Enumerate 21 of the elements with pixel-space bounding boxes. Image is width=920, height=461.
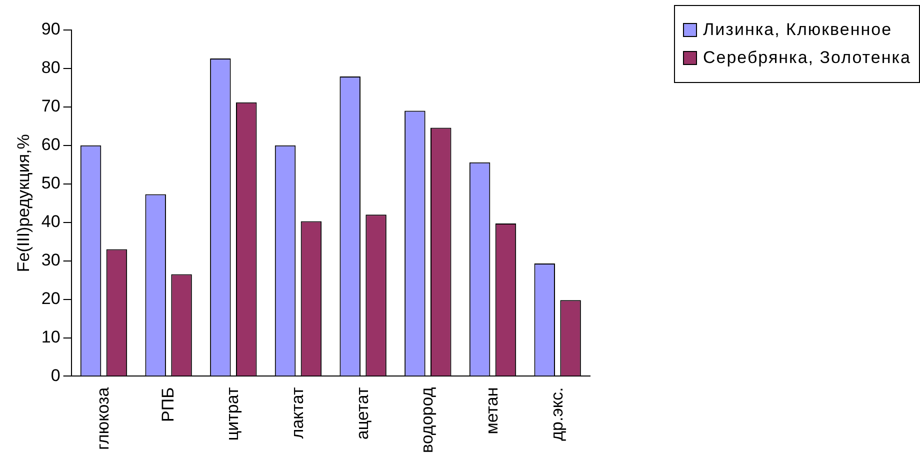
x-tick-label: лактат <box>288 387 307 439</box>
y-tick-label: 50 <box>41 174 60 193</box>
y-tick-label: 80 <box>41 58 60 78</box>
y-axis-title: Fe(III)редукция,% <box>14 134 33 272</box>
y-tick-label: 0 <box>50 366 60 385</box>
y-tick-label: 40 <box>41 212 60 232</box>
x-tick-label: глюкоза <box>93 386 112 450</box>
y-tick-label: 70 <box>41 96 60 116</box>
y-tick-label: 90 <box>41 20 60 39</box>
x-tick-label: метан <box>482 387 502 434</box>
x-tick-label: ацетат <box>352 387 372 440</box>
x-tick-label: водород <box>418 387 437 454</box>
y-tick-label: 20 <box>41 288 60 308</box>
y-tick-label: 60 <box>41 135 60 154</box>
y-tick-label: 10 <box>41 327 60 346</box>
y-tick-label: 30 <box>41 250 60 270</box>
x-tick-label: РПБ <box>158 387 178 422</box>
legend-label: Лизинка, Клюквенное <box>703 20 892 40</box>
x-tick-label: др.экс. <box>547 387 566 441</box>
x-tick-label: цитрат <box>223 387 242 441</box>
legend-label: Серебрянка, Золотенка <box>703 48 911 68</box>
